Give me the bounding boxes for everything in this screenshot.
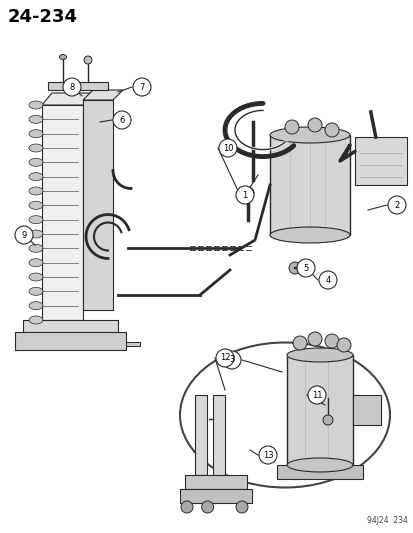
Circle shape	[307, 332, 321, 346]
Circle shape	[223, 351, 240, 369]
Text: 11: 11	[311, 391, 321, 400]
Text: 4: 4	[325, 276, 330, 285]
Ellipse shape	[59, 54, 66, 60]
Circle shape	[201, 501, 213, 513]
Ellipse shape	[29, 287, 43, 295]
Text: 5: 5	[303, 263, 308, 272]
Ellipse shape	[29, 244, 43, 252]
Text: 7: 7	[139, 83, 144, 92]
Ellipse shape	[29, 144, 43, 152]
Polygon shape	[42, 105, 83, 320]
Ellipse shape	[29, 187, 43, 195]
Text: 12: 12	[219, 353, 230, 362]
Circle shape	[318, 271, 336, 289]
Circle shape	[216, 349, 233, 367]
Ellipse shape	[29, 216, 43, 224]
Ellipse shape	[29, 130, 43, 138]
Ellipse shape	[269, 127, 349, 143]
Circle shape	[180, 501, 192, 513]
Ellipse shape	[29, 101, 43, 109]
Polygon shape	[42, 93, 93, 105]
Ellipse shape	[286, 348, 352, 362]
FancyBboxPatch shape	[23, 320, 118, 332]
Circle shape	[218, 139, 236, 157]
Circle shape	[324, 123, 338, 137]
Text: 8: 8	[69, 83, 74, 92]
Text: 3: 3	[229, 356, 234, 365]
FancyBboxPatch shape	[180, 489, 252, 503]
Text: 94J24  234: 94J24 234	[366, 516, 407, 525]
Circle shape	[242, 187, 254, 199]
Ellipse shape	[269, 227, 349, 243]
Ellipse shape	[29, 316, 43, 324]
Circle shape	[296, 259, 314, 277]
FancyBboxPatch shape	[83, 100, 113, 310]
FancyBboxPatch shape	[212, 395, 224, 475]
FancyBboxPatch shape	[352, 395, 380, 425]
Circle shape	[235, 186, 254, 204]
Circle shape	[259, 446, 276, 464]
FancyBboxPatch shape	[185, 475, 247, 489]
Ellipse shape	[29, 230, 43, 238]
Ellipse shape	[180, 343, 389, 488]
Ellipse shape	[29, 158, 43, 166]
Circle shape	[15, 226, 33, 244]
Circle shape	[324, 334, 338, 348]
FancyBboxPatch shape	[195, 395, 206, 475]
Text: 9: 9	[21, 230, 26, 239]
Circle shape	[336, 338, 350, 352]
Circle shape	[288, 262, 300, 274]
FancyBboxPatch shape	[286, 355, 352, 465]
Polygon shape	[83, 90, 123, 100]
Circle shape	[63, 78, 81, 96]
Ellipse shape	[286, 458, 352, 472]
Circle shape	[113, 111, 131, 129]
Text: 10: 10	[222, 143, 233, 152]
FancyBboxPatch shape	[126, 342, 140, 346]
Ellipse shape	[29, 201, 43, 209]
Circle shape	[235, 501, 247, 513]
FancyBboxPatch shape	[269, 135, 349, 235]
Text: 13: 13	[262, 450, 273, 459]
Circle shape	[133, 78, 151, 96]
FancyBboxPatch shape	[48, 82, 108, 90]
Circle shape	[307, 386, 325, 404]
FancyBboxPatch shape	[354, 137, 406, 185]
Ellipse shape	[29, 302, 43, 310]
Circle shape	[307, 118, 321, 132]
Ellipse shape	[29, 173, 43, 181]
Ellipse shape	[29, 115, 43, 123]
Circle shape	[387, 196, 405, 214]
Text: 2: 2	[394, 200, 399, 209]
Ellipse shape	[29, 259, 43, 266]
Text: 1: 1	[242, 190, 247, 199]
Ellipse shape	[29, 273, 43, 281]
Text: 6: 6	[119, 116, 124, 125]
Circle shape	[284, 120, 298, 134]
Circle shape	[84, 56, 92, 64]
Circle shape	[322, 415, 332, 425]
Circle shape	[292, 336, 306, 350]
Text: 24-234: 24-234	[8, 8, 78, 26]
FancyBboxPatch shape	[15, 332, 126, 350]
FancyBboxPatch shape	[276, 465, 362, 479]
